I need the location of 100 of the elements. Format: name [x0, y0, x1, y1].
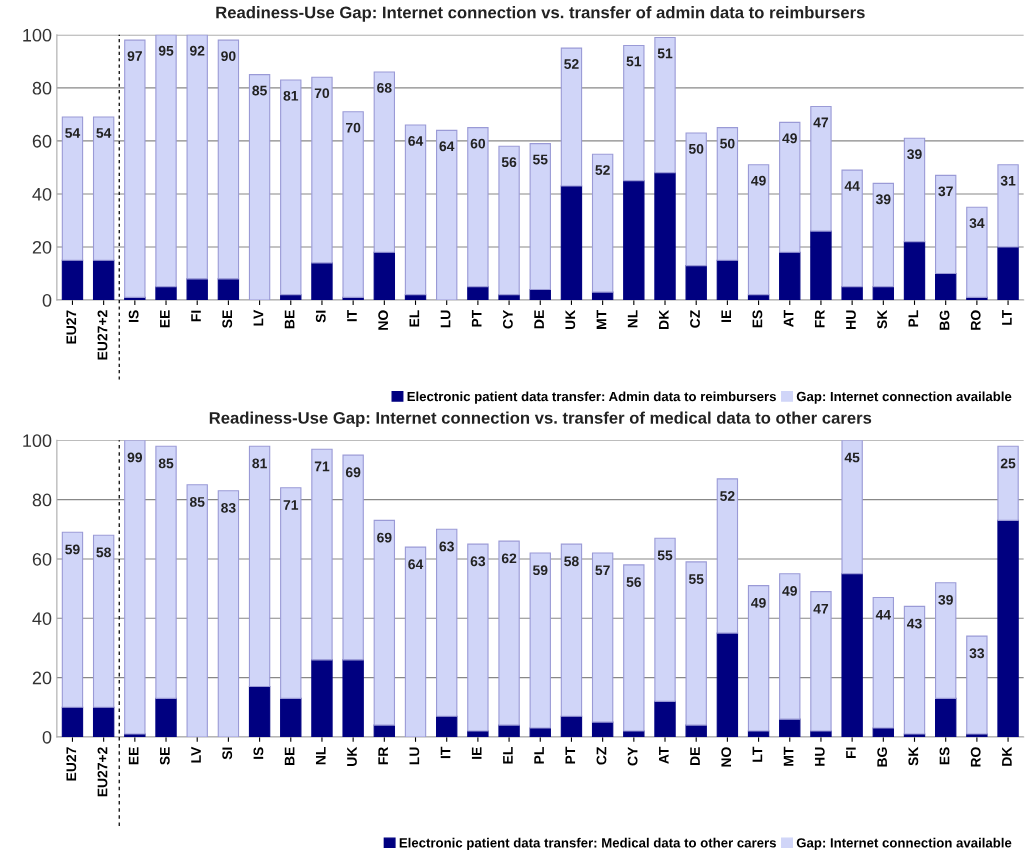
x-tick-label: DE — [690, 747, 700, 766]
data-label: 54 — [96, 128, 112, 138]
x-tick-label: CY — [502, 310, 513, 329]
x-tick-label: PT — [565, 746, 576, 764]
bar — [280, 697, 302, 737]
bar — [654, 172, 676, 301]
y-tick-label: 40 — [32, 612, 52, 626]
bar — [623, 44, 645, 182]
bar — [498, 540, 520, 726]
bar — [591, 552, 614, 723]
data-label: 81 — [283, 90, 299, 101]
bar — [654, 537, 676, 702]
x-tick-label: IT — [347, 309, 357, 322]
bar — [716, 259, 739, 301]
data-label: 49 — [751, 175, 766, 186]
y-tick-label: 100 — [23, 434, 52, 448]
bar — [935, 697, 957, 737]
x-tick-label: SI — [315, 310, 326, 323]
data-label: 64 — [408, 135, 424, 146]
bar — [841, 440, 863, 575]
bar — [248, 74, 271, 301]
bar — [155, 286, 177, 301]
bar — [186, 34, 208, 280]
bar — [155, 445, 177, 699]
bar — [61, 116, 84, 261]
chart-title: Readiness-Use Gap: Internet connection vs. transfer of medical data to other carers — [209, 411, 872, 428]
bar — [124, 440, 146, 735]
data-label: 70 — [346, 122, 361, 133]
bar — [467, 543, 489, 732]
x-tick-label: EU27+2 — [97, 747, 108, 797]
legend-label: Electronic patient data transfer: Admin data to reimbursers — [407, 391, 776, 404]
x-tick-label: LT — [1002, 309, 1012, 325]
bar — [498, 145, 520, 296]
bar — [779, 251, 801, 301]
data-label: 85 — [158, 458, 174, 469]
data-label: 44 — [844, 181, 860, 191]
bar — [373, 71, 396, 253]
data-label: 56 — [501, 157, 517, 168]
x-tick-label: HU — [846, 310, 856, 329]
bar — [810, 230, 832, 301]
bar — [591, 721, 614, 737]
bar — [217, 490, 240, 737]
bar — [436, 129, 458, 301]
data-label: 55 — [532, 154, 548, 165]
data-label: 31 — [1000, 175, 1016, 186]
bar — [623, 180, 645, 301]
chart-title: Readiness-Use Gap: Internet connection vs. transfer of admin data to reimbursers — [216, 6, 865, 22]
bar — [124, 39, 146, 298]
data-label: 64 — [439, 141, 455, 152]
x-tick-label: PL — [908, 310, 919, 327]
legend-label: Gap: Internet connection available — [796, 391, 1012, 404]
x-tick-label: FR — [814, 310, 825, 328]
bar — [654, 36, 676, 174]
y-tick-label: 60 — [32, 134, 52, 148]
bar — [560, 185, 583, 301]
x-tick-label: DK — [1002, 746, 1012, 766]
bar — [373, 519, 396, 726]
x-tick-label: AT — [783, 309, 794, 327]
x-tick-label: EE — [160, 310, 170, 328]
x-tick-label: SE — [222, 310, 233, 328]
bar — [997, 519, 1019, 737]
bar — [342, 659, 364, 737]
x-tick-label: RO — [970, 310, 981, 330]
bar — [654, 700, 676, 737]
bar — [61, 706, 84, 737]
x-tick-label: BG — [939, 310, 950, 330]
x-tick-label: DE — [534, 310, 544, 329]
bar — [997, 445, 1019, 521]
x-tick-label: IE — [721, 310, 731, 322]
bar — [685, 265, 707, 301]
data-label: 69 — [377, 532, 392, 543]
bar — [779, 573, 801, 720]
data-label: 63 — [439, 541, 454, 552]
data-label: 81 — [252, 458, 267, 469]
x-tick-label: LV — [191, 746, 201, 763]
bar — [779, 121, 801, 253]
data-label: 71 — [283, 500, 299, 510]
data-label: 63 — [470, 556, 486, 567]
bar — [529, 552, 551, 729]
bar — [966, 206, 988, 298]
y-tick-label: 80 — [32, 493, 52, 507]
data-label: 54 — [65, 128, 81, 138]
x-tick-label: CZ — [596, 747, 607, 765]
x-tick-label: NL — [627, 310, 638, 328]
x-tick-label: IS — [128, 310, 139, 322]
bar — [872, 182, 895, 288]
x-tick-label: BE — [284, 747, 295, 766]
x-tick-label: EL — [503, 747, 513, 764]
y-tick-label: 20 — [32, 671, 52, 685]
y-tick-label: 80 — [32, 81, 52, 95]
data-label: 55 — [688, 574, 704, 584]
x-tick-label: LV — [253, 309, 264, 326]
data-label: 83 — [221, 502, 236, 513]
data-label: 47 — [813, 603, 829, 614]
x-tick-label: RO — [970, 747, 981, 767]
x-tick-label: IS — [253, 747, 264, 759]
x-tick-label: EE — [128, 747, 139, 765]
x-tick-label: CY — [627, 746, 638, 766]
bar — [935, 582, 957, 699]
bar — [248, 685, 271, 737]
